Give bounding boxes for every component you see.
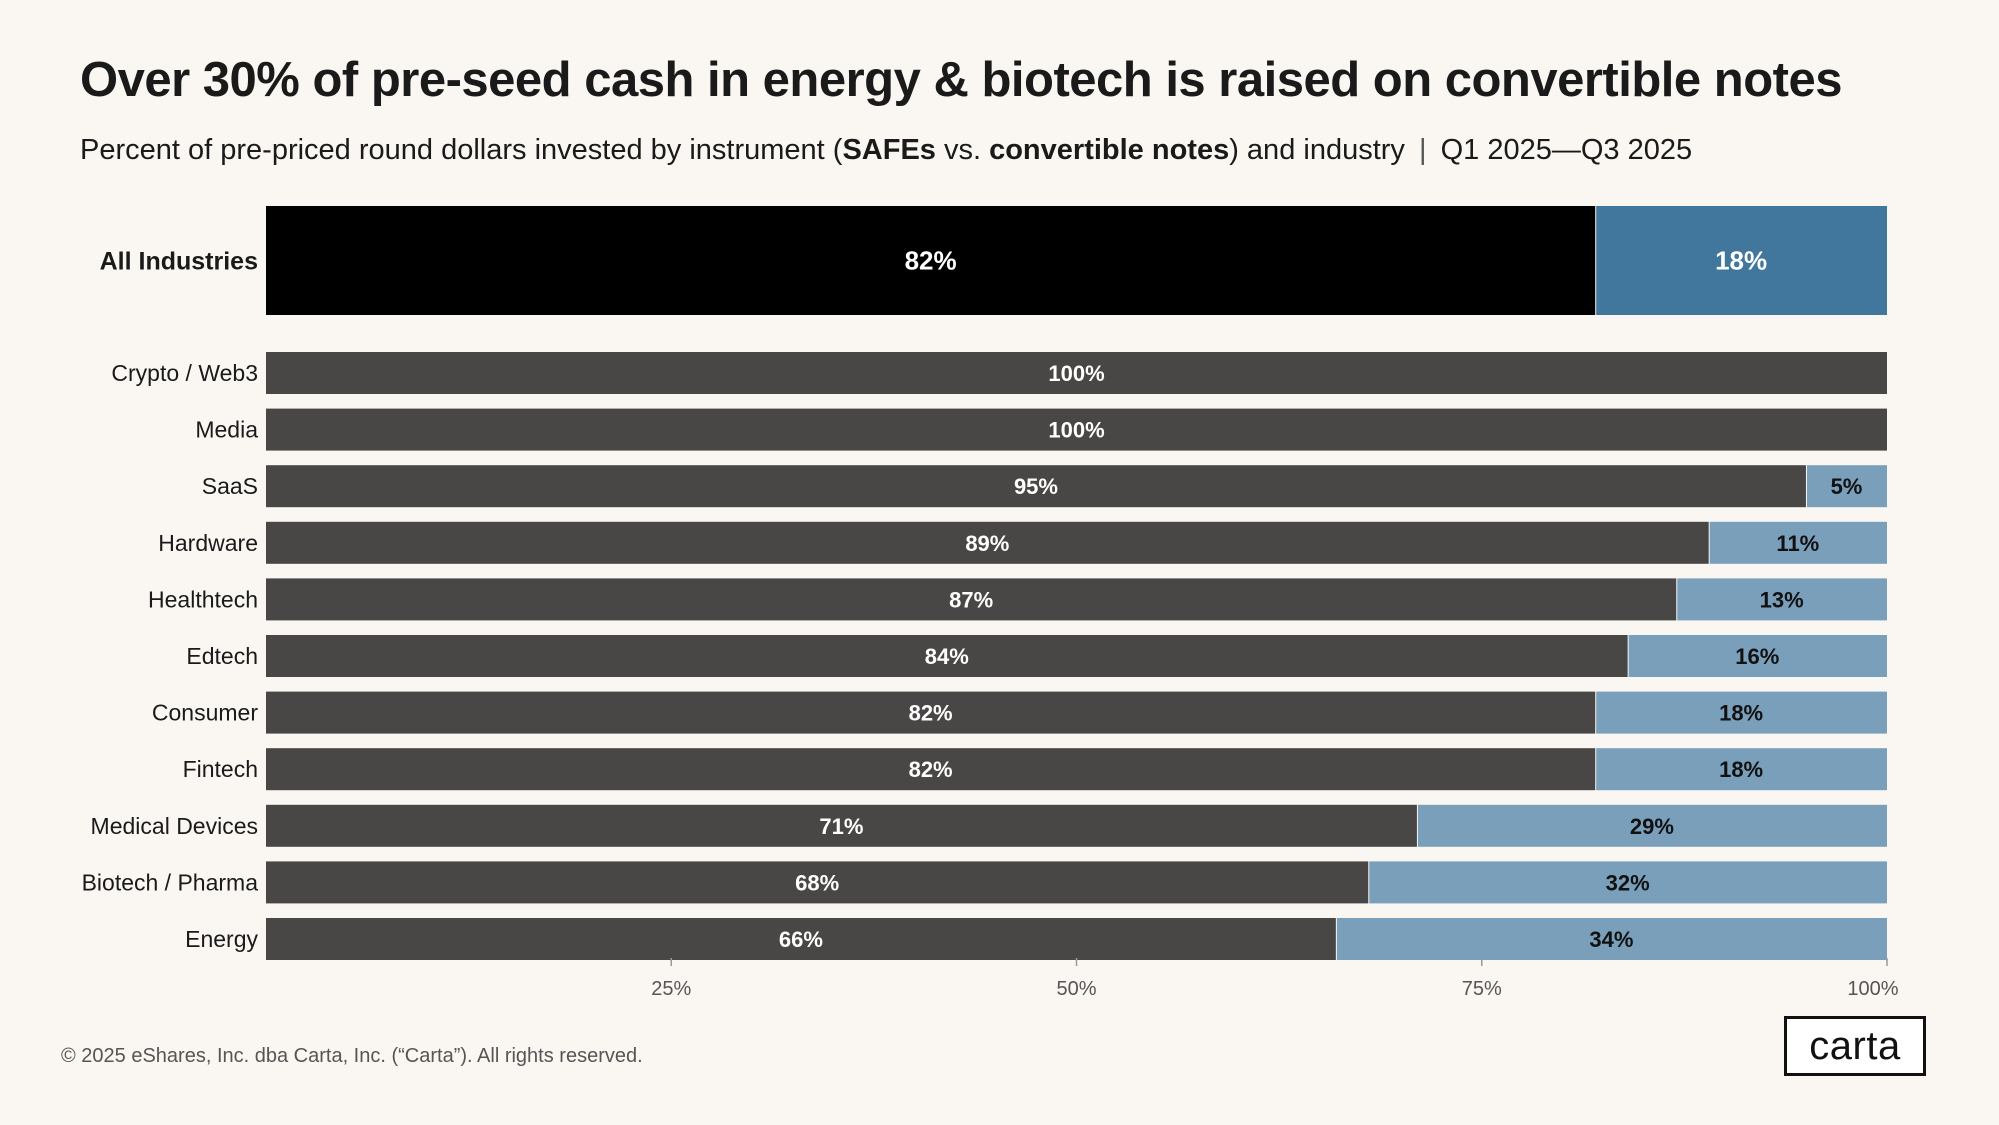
data-label-convertible-notes: 16% — [1735, 644, 1779, 669]
data-label-convertible-notes: 18% — [1719, 757, 1763, 782]
bar-convertible-notes — [1596, 206, 1887, 315]
data-label-safes: 68% — [795, 870, 839, 895]
subtitle-suffix: ) and industry — [1229, 134, 1405, 166]
data-label-convertible-notes: 29% — [1630, 814, 1674, 839]
bar-safes — [266, 465, 1806, 508]
data-label-convertible-notes: 18% — [1715, 246, 1767, 276]
subtitle-prefix: Percent of pre-priced round dollars inve… — [80, 134, 843, 166]
data-label-safes: 82% — [909, 757, 953, 782]
bar-safes — [266, 635, 1628, 677]
bar-safes — [266, 918, 1336, 960]
data-label-convertible-notes: 34% — [1589, 927, 1633, 952]
bar-convertible-notes — [1677, 578, 1887, 621]
bar-convertible-notes — [1369, 861, 1887, 904]
data-label-safes: 100% — [1048, 418, 1104, 443]
bar-convertible-notes — [1806, 465, 1887, 508]
category-label: Hardware — [158, 530, 258, 556]
category-label: Energy — [185, 926, 258, 952]
bar-convertible-notes — [1628, 635, 1887, 677]
copyright-footer: © 2025 eShares, Inc. dba Carta, Inc. (“C… — [61, 1045, 643, 1067]
category-label: Consumer — [152, 700, 258, 726]
data-label-convertible-notes: 5% — [1831, 474, 1863, 499]
category-label: Edtech — [186, 643, 258, 669]
subtitle-period: Q1 2025—Q3 2025 — [1440, 134, 1693, 166]
data-label-safes: 66% — [779, 927, 823, 952]
subtitle-vs: vs. — [935, 134, 990, 166]
x-tick-label: 50% — [1056, 978, 1096, 1000]
chart-title: Over 30% of pre-seed cash in energy & bi… — [80, 53, 1842, 107]
data-label-safes: 89% — [965, 531, 1009, 556]
category-label: All Industries — [100, 248, 258, 276]
category-label: Biotech / Pharma — [82, 869, 259, 895]
data-label-safes: 71% — [819, 814, 863, 839]
bar-safes — [266, 521, 1709, 564]
bar-safes — [266, 206, 1596, 315]
data-label-convertible-notes: 32% — [1606, 870, 1650, 895]
bar-convertible-notes — [1336, 918, 1887, 960]
data-label-safes: 87% — [949, 587, 993, 612]
data-label-convertible-notes: 18% — [1719, 701, 1763, 726]
data-label-safes: 82% — [905, 246, 957, 276]
subtitle-notes: convertible notes — [989, 134, 1230, 166]
bar-convertible-notes — [1417, 804, 1887, 847]
carta-logo: carta — [1784, 1016, 1926, 1076]
category-label: Fintech — [183, 756, 258, 782]
bar-safes — [266, 352, 1887, 394]
chart-subtitle: Percent of pre-priced round dollars inve… — [80, 134, 1692, 167]
x-tick-label: 75% — [1462, 978, 1502, 1000]
bar-safes — [266, 578, 1677, 621]
category-label: Healthtech — [148, 586, 258, 612]
bar-convertible-notes — [1709, 521, 1887, 564]
data-label-convertible-notes: 11% — [1776, 531, 1819, 556]
bar-safes — [266, 748, 1596, 791]
x-tick-label: 100% — [1847, 978, 1898, 1000]
data-label-safes: 84% — [925, 644, 969, 669]
category-label: SaaS — [202, 473, 258, 499]
data-label-safes: 82% — [909, 701, 953, 726]
data-label-safes: 95% — [1014, 474, 1058, 499]
bar-safes — [266, 861, 1369, 904]
bar-convertible-notes — [1596, 691, 1887, 734]
category-label: Crypto / Web3 — [111, 360, 258, 386]
bar-safes — [266, 691, 1596, 734]
data-label-safes: 100% — [1048, 361, 1104, 386]
category-label: Medical Devices — [91, 813, 258, 839]
x-tick-label: 25% — [651, 978, 691, 1000]
stacked-bar-chart: All Industries 82% 18% Crypto / Web3 100% Med… — [82, 206, 1899, 1000]
category-label: Media — [195, 417, 258, 443]
bar-convertible-notes — [1596, 748, 1887, 791]
subtitle-safes: SAFEs — [842, 134, 936, 166]
bar-safes — [266, 804, 1417, 847]
subtitle-separator: | — [1418, 134, 1427, 166]
data-label-convertible-notes: 13% — [1760, 587, 1804, 612]
bar-safes — [266, 408, 1887, 451]
